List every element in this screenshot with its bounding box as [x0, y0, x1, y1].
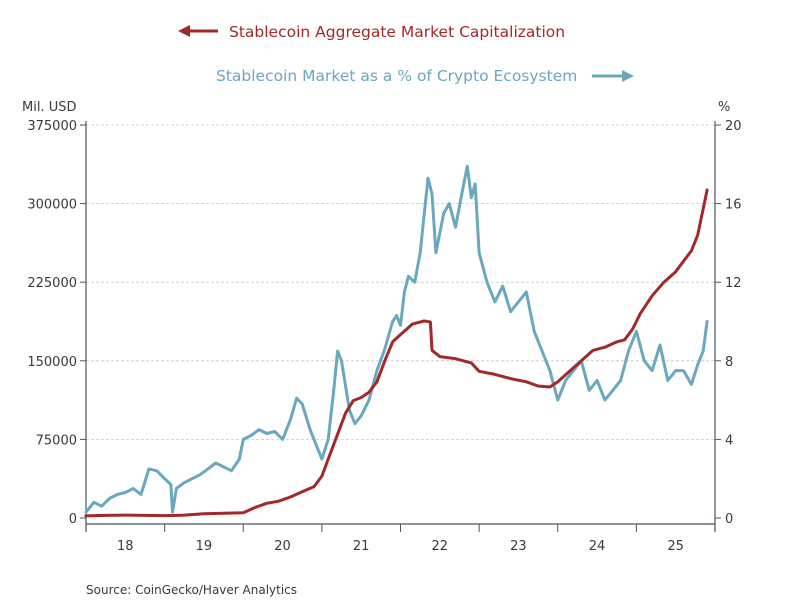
right-axis-ticks: 0 4 8 12 16 20 — [715, 119, 742, 527]
legend-item-market-cap: Stablecoin Aggregate Market Capitalizati… — [178, 23, 565, 41]
right-axis-unit: % — [718, 100, 730, 115]
legend-arrowhead-right-icon — [622, 70, 634, 82]
series — [84, 164, 709, 518]
left-tick-label: 150000 — [27, 355, 77, 370]
x-tick-label: 18 — [117, 539, 134, 554]
x-tick-label: 24 — [589, 539, 606, 554]
right-tick-label: 8 — [725, 355, 733, 370]
left-tick-label: 75000 — [36, 433, 77, 448]
right-tick-label: 0 — [725, 512, 733, 527]
series-line-market-cap — [84, 188, 709, 518]
right-tick-label: 4 — [725, 433, 733, 448]
x-tick-label: 23 — [510, 539, 527, 554]
x-tick-label: 21 — [353, 539, 370, 554]
legend-label-market-cap: Stablecoin Aggregate Market Capitalizati… — [229, 23, 565, 41]
legend: Stablecoin Aggregate Market Capitalizati… — [178, 23, 634, 85]
legend-item-percent: Stablecoin Market as a % of Crypto Ecosy… — [216, 67, 634, 85]
x-axis-ticks: 18 19 20 21 22 23 24 25 — [85, 524, 716, 554]
left-tick-label: 375000 — [27, 119, 77, 134]
left-tick-label: 225000 — [27, 276, 77, 291]
x-tick-label: 20 — [274, 539, 291, 554]
left-tick-label: 0 — [69, 512, 77, 527]
right-tick-label: 16 — [725, 198, 742, 213]
source-note: Source: CoinGecko/Haver Analytics — [86, 583, 297, 597]
left-axis-unit: Mil. USD — [22, 100, 76, 115]
x-tick-label: 25 — [667, 539, 684, 554]
x-tick-label: 22 — [432, 539, 449, 554]
legend-arrowhead-left-icon — [178, 25, 190, 37]
right-tick-label: 12 — [725, 276, 742, 291]
legend-label-percent: Stablecoin Market as a % of Crypto Ecosy… — [216, 67, 577, 85]
right-tick-label: 20 — [725, 119, 742, 134]
x-tick-label: 19 — [196, 539, 213, 554]
series-line-percent — [84, 164, 709, 514]
left-tick-label: 300000 — [27, 198, 77, 213]
left-axis-ticks: 0 75000 150000 225000 300000 375000 — [27, 119, 86, 527]
gridlines — [86, 124, 715, 440]
